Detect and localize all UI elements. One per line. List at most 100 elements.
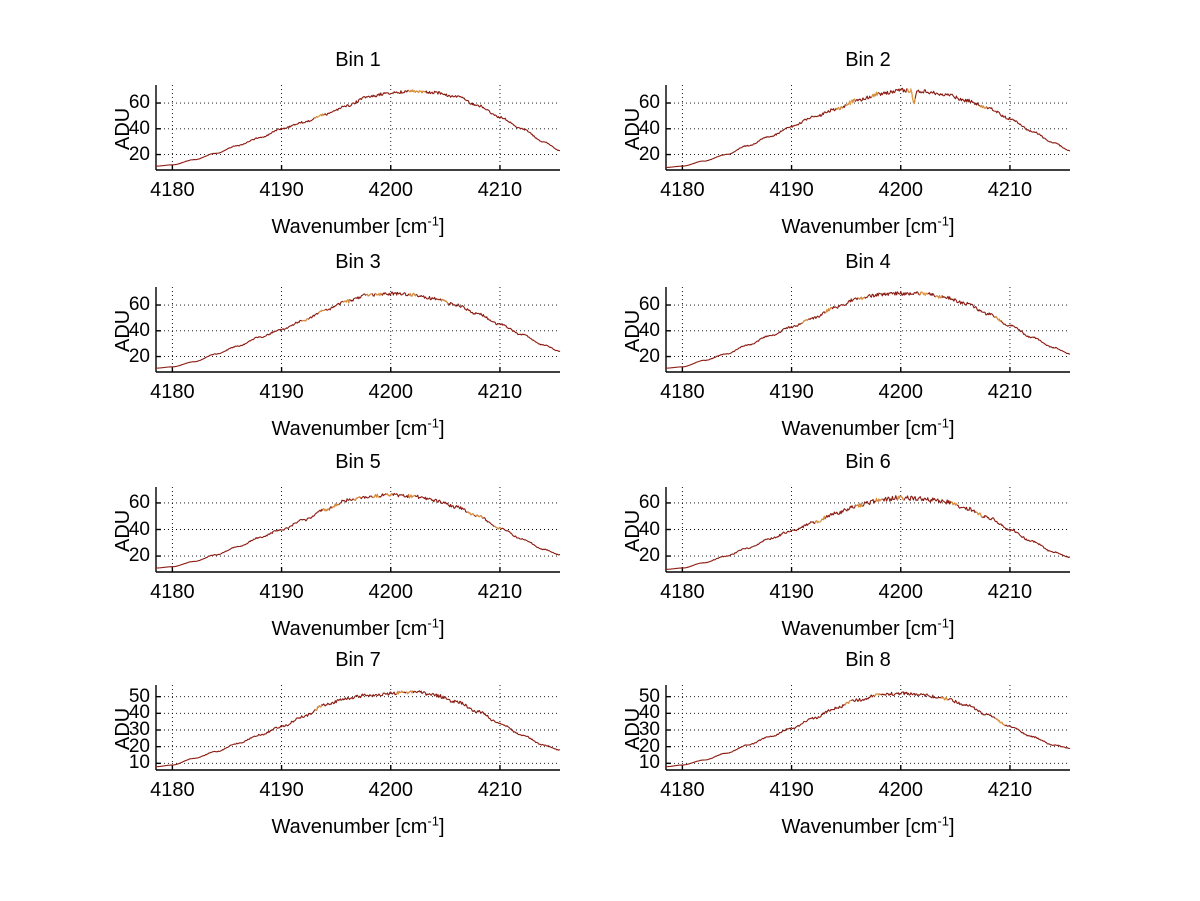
spectrum-line-accent-segment [385,492,393,497]
x-tick-label: 4200 [368,179,414,201]
x-axis-label-text: Wavenumber [cm [271,216,428,238]
x-axis-label-text: Wavenumber [cm [781,418,938,440]
x-axis-label-bracket: ] [438,816,445,838]
spectrum-line-accent-segment [322,507,330,512]
x-axis-label-text: Wavenumber [cm [271,618,428,640]
x-axis-label: Wavenumber [cm-1] [156,813,560,839]
subplot-title: Bin 5 [335,451,381,473]
subplot-bin-6: Bin 6 ADU 20 40 60 4180 4190 4200 4210 Wavenumber… [610,450,1100,650]
spectrum-line-accent-segment [896,495,905,501]
x-axis-label: Wavenumber [cm-1] [666,814,1070,839]
subplot-bin-3: Bin 3 ADU 20 40 60 4180 4190 4200 4210 Wavenumber… [100,250,590,450]
x-tick-label: 4200 [878,179,924,201]
y-tick-label: 40 [128,702,150,724]
x-tick-label: 4180 [150,381,195,403]
spectrum-line-accent-segment [374,292,383,297]
subplot-bin-2: Bin 2 ADU 20 40 60 4180 4190 4200 4210 Wavenumber… [610,48,1100,248]
x-tick-label: 4200 [368,381,414,403]
spectrum-line-accent-segment [998,719,1006,727]
x-tick-label: 4210 [987,381,1033,403]
spectrum-line-accent-segment [440,298,449,305]
x-tick-label: 4190 [769,381,814,403]
subplot-title: Bin 2 [845,49,891,71]
x-tick-label: 4210 [987,179,1033,201]
spectrum-line [155,690,561,768]
spectrum-line-accent-segment [318,309,326,314]
spectrum-line-accent-segment [934,294,943,300]
y-tick-label: 20 [128,143,150,165]
y-tick-label: 40 [128,518,150,540]
subplot-bin-1: Bin 1 ADU 20 40 60 4180 4190 4200 4210 Wavenumber… [100,48,590,248]
x-tick-label: 4190 [259,581,304,603]
y-tick-label: 20 [638,545,660,567]
spectrum-line [665,87,1071,168]
plot-area [665,287,1071,373]
x-axis-label: Wavenumber [cm-1] [666,616,1070,641]
spectrum-line-accent-segment [875,496,883,503]
y-tick-label: 50 [128,685,150,707]
y-tick-label: 60 [128,294,150,316]
spectrum-line-accent-segment [494,525,502,530]
spectrum-line-accent-segment [844,699,852,706]
x-tick-label: 4180 [660,581,705,603]
y-tick-label: 20 [128,345,150,367]
x-axis-label-text: Wavenumber [cm [271,418,428,440]
y-tick-label: 60 [638,294,660,316]
x-tick-label: 4210 [987,779,1033,801]
x-tick-label: 4190 [259,381,304,403]
y-tick-label: 40 [638,518,660,540]
x-axis-label-bracket: ] [948,216,955,238]
subplot-title: Bin 3 [335,251,381,273]
x-axis-label-text: Wavenumber [cm [271,816,428,838]
x-axis-label: Wavenumber [cm-1] [156,415,560,441]
x-axis-label-exponent: -1 [427,213,439,229]
subplot-title: Bin 1 [335,49,381,71]
x-axis-label-exponent: -1 [427,415,439,431]
x-tick-label: 4190 [769,581,814,603]
x-axis-label-bracket: ] [948,816,955,838]
spectrum-line-accent-segment [475,514,484,519]
plot-area [665,685,1071,771]
spectrum-line-accent-segment [873,693,881,697]
x-tick-label: 4210 [987,581,1033,603]
x-tick-label: 4180 [660,381,705,403]
y-tick-label: 40 [128,117,150,139]
x-axis-label-text: Wavenumber [cm [781,816,938,838]
x-tick-label: 4190 [259,779,304,801]
spectrum-line-accent-segment [407,493,416,500]
spectrum-line-accent-segment [365,293,373,297]
y-tick-label: 20 [638,143,660,165]
spectrum-line [665,495,1071,570]
subplot-title: Bin 4 [845,251,891,273]
spectrum-line-accent-segment [979,104,988,109]
y-tick-label: 60 [638,491,660,513]
spectrum-line-accent-segment [908,87,916,105]
spectrum-line-accent-segment [413,90,422,94]
subplot-bin-8: Bin 8 ADU 10 20 30 40 50 4180 4190 4200 4210 Wavenu… [610,648,1100,848]
spectrum-line [155,492,561,569]
x-axis-label-exponent: -1 [427,813,439,829]
x-axis-label-text: Wavenumber [cm [781,216,938,238]
x-axis-label-text: Wavenumber [cm [781,618,938,640]
spectrum-line-accent-segment [975,511,983,518]
y-tick-label: 60 [638,92,660,114]
y-tick-label: 10 [638,752,660,774]
x-tick-label: 4180 [150,779,195,801]
x-tick-label: 4210 [477,381,523,403]
spectrum-line [155,89,561,167]
spectrum-line-accent-segment [848,98,856,106]
spectrum-line-accent-segment [467,511,475,516]
y-tick-label: 20 [638,735,660,757]
plot-area [665,487,1071,573]
spectrum-line [665,291,1071,369]
subplot-title: Bin 6 [845,451,891,473]
spectrum-line-accent-segment [301,318,309,322]
spectrum-line [665,691,1071,768]
y-tick-label: 20 [638,345,660,367]
spectrum-line-accent-segment [372,493,380,499]
x-axis-label-bracket: ] [948,418,955,440]
x-axis-label-exponent: -1 [937,415,949,431]
x-axis-label-bracket: ] [438,618,445,640]
y-tick-label: 40 [638,117,660,139]
